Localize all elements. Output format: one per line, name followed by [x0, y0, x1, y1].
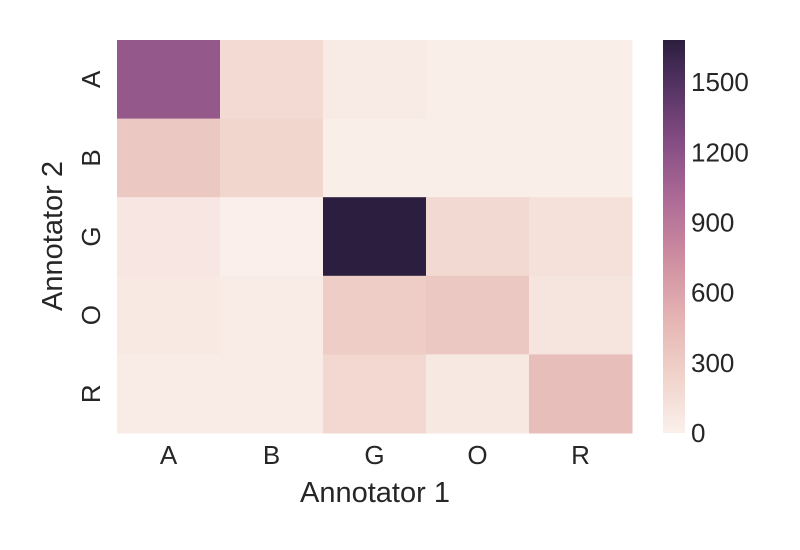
y-tick-label: B: [76, 149, 106, 166]
heatmap-cell-R-R: [529, 354, 633, 434]
y-tick-label: O: [76, 305, 106, 325]
heatmap-cell-O-B: [220, 275, 324, 355]
colorbar-tick-label: 1500: [691, 67, 749, 97]
heatmap-cell-A-G: [323, 40, 427, 120]
colorbar-tick-label: 300: [691, 348, 734, 378]
colorbar-tick-label: 0: [691, 418, 705, 448]
x-axis-label: Annotator 1: [300, 477, 450, 509]
heatmap-cell-G-A: [117, 197, 221, 277]
y-tick-label: G: [76, 226, 106, 246]
heatmap-cell-A-B: [220, 40, 324, 120]
x-tick-label: O: [467, 440, 487, 470]
heatmap-cell-O-G: [323, 275, 427, 355]
heatmap-cell-R-B: [220, 354, 324, 434]
heatmap-cell-O-O: [426, 275, 530, 355]
heatmap-cell-R-G: [323, 354, 427, 434]
heatmap-cell-B-B: [220, 118, 324, 198]
heatmap-cell-A-R: [529, 40, 633, 120]
x-tick-label: G: [364, 440, 384, 470]
heatmap-cell-G-O: [426, 197, 530, 277]
heatmap-cell-O-R: [529, 275, 633, 355]
heatmap-cell-B-A: [117, 118, 221, 198]
y-tick-label: R: [76, 384, 106, 403]
colorbar-tick-labels: 0 300 600 900 1200 1500: [691, 67, 749, 448]
x-tick-label: A: [160, 440, 178, 470]
heatmap-cell-O-A: [117, 275, 221, 355]
heatmap-cell-B-G: [323, 118, 427, 198]
heatmap-cell-A-O: [426, 40, 530, 120]
heatmap-cell-B-O: [426, 118, 530, 198]
heatmap-cell-R-A: [117, 354, 221, 434]
y-tick-label: A: [76, 70, 106, 88]
colorbar-tick-label: 1200: [691, 137, 749, 167]
colorbar: [663, 40, 685, 433]
x-tick-label: R: [571, 440, 590, 470]
heatmap-cell-R-O: [426, 354, 530, 434]
heatmap-cell-A-A: [117, 40, 221, 120]
heatmap-cell-G-R: [529, 197, 633, 277]
heatmap-cell-B-R: [529, 118, 633, 198]
y-tick-labels: A B G O R: [76, 70, 106, 403]
heatmap-cell-G-G: [323, 197, 427, 277]
heatmap-cells: [117, 40, 633, 434]
heatmap-cell-G-B: [220, 197, 324, 277]
y-axis-label: Annotator 2: [37, 161, 69, 311]
x-tick-label: B: [263, 440, 280, 470]
colorbar-tick-label: 900: [691, 207, 734, 237]
colorbar-tick-label: 600: [691, 278, 734, 308]
